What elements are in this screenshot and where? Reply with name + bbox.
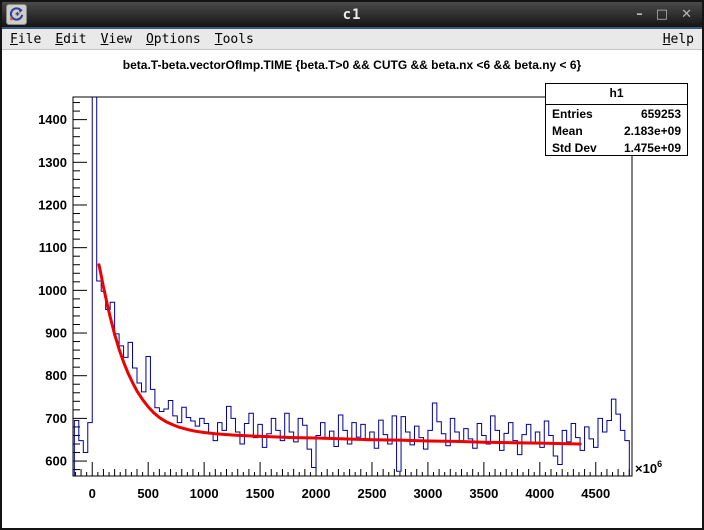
menu-item-help[interactable]: Help — [662, 31, 694, 47]
plot-canvas[interactable]: beta.T-beta.vectorOfImp.TIME {beta.T>0 &… — [2, 50, 702, 529]
y-tick-label: 600 — [45, 454, 67, 469]
stats-label: Std Dev — [552, 140, 597, 155]
fit-curve — [97, 263, 582, 446]
menu-item-edit[interactable]: Edit — [55, 31, 87, 47]
y-tick-label: 1200 — [38, 197, 67, 212]
menu-item-tools[interactable]: Tools — [214, 31, 254, 47]
minimize-button[interactable]: – — [636, 7, 643, 22]
stats-row-mean: Mean 2.183e+09 — [546, 122, 687, 139]
x-axis-exponent-label: ×106 — [635, 459, 662, 476]
x-tick-label: 3000 — [413, 486, 442, 501]
stats-header: h1 — [546, 84, 687, 105]
x-tick-label: 2000 — [302, 486, 331, 501]
title-bar[interactable]: c1 – □ ✕ — [2, 2, 702, 27]
titlebar-accent-line — [2, 27, 702, 29]
root-logo-icon — [6, 4, 27, 25]
x-tick-label: 500 — [137, 486, 159, 501]
histogram-title: beta.T-beta.vectorOfImp.TIME {beta.T>0 &… — [122, 58, 582, 72]
x-tick-label: 4500 — [581, 486, 610, 501]
menu-item-file[interactable]: File — [10, 31, 42, 47]
x-tick-label: 0 — [89, 486, 96, 501]
close-button[interactable]: ✕ — [681, 7, 692, 22]
histogram-path — [73, 97, 630, 476]
x-tick-label: 1000 — [190, 486, 219, 501]
y-tick-label: 1100 — [39, 240, 67, 255]
stats-label: Mean — [552, 123, 583, 138]
x-tick-label: 1500 — [246, 486, 275, 501]
stats-row-entries: Entries 659253 — [546, 105, 687, 122]
y-tick-label: 700 — [45, 411, 67, 426]
stats-row-stddev: Std Dev 1.475e+09 — [546, 139, 687, 156]
plot-area[interactable]: 0 500 1000 1500 2000 2500 3000 3500 4000 4500 600 7… — [2, 50, 702, 529]
x-tick-label: 4000 — [525, 486, 554, 501]
stats-box[interactable]: h1 Entries 659253 Mean 2.183e+09 Std Dev… — [545, 83, 688, 156]
y-tick-label: 1000 — [38, 283, 67, 298]
stats-value: 659253 — [640, 106, 681, 121]
stats-value: 1.475e+09 — [623, 140, 681, 155]
plot-frame — [72, 96, 633, 477]
y-tick-label: 800 — [45, 368, 67, 383]
stats-label: Entries — [552, 106, 593, 121]
x-tick-label: 2500 — [358, 486, 387, 501]
stats-value: 2.183e+09 — [623, 123, 681, 138]
y-tick-label: 1300 — [38, 155, 67, 170]
window-title: c1 — [342, 6, 362, 23]
menu-bar: File Edit View Options Tools Help — [2, 29, 702, 50]
x-tick-label: 3500 — [469, 486, 498, 501]
y-tick-label: 1400 — [38, 112, 67, 127]
maximize-button[interactable]: □ — [655, 7, 669, 22]
menu-item-options[interactable]: Options — [145, 31, 201, 47]
y-tick-label: 900 — [45, 326, 67, 341]
menu-item-view[interactable]: View — [100, 31, 132, 47]
